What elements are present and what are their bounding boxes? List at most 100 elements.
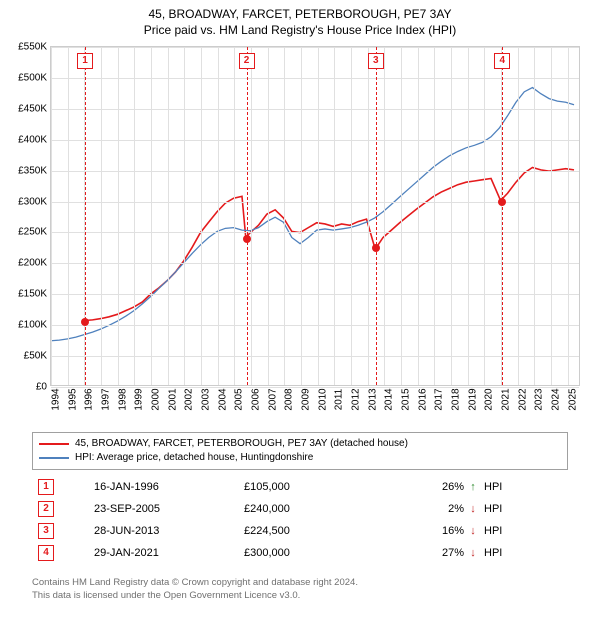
gridline-h xyxy=(51,325,579,326)
y-axis-label: £100K xyxy=(18,320,47,331)
event-date: 23-SEP-2005 xyxy=(54,503,244,515)
gridline-v xyxy=(234,47,235,385)
event-dot xyxy=(243,235,251,243)
gridline-v xyxy=(251,47,252,385)
gridline-v xyxy=(301,47,302,385)
event-date: 28-JUN-2013 xyxy=(54,525,244,537)
legend-swatch xyxy=(39,457,69,459)
gridline-h xyxy=(51,47,579,48)
gridline-v xyxy=(351,47,352,385)
gridline-v xyxy=(468,47,469,385)
event-line xyxy=(376,47,377,385)
y-axis-label: £150K xyxy=(18,289,47,300)
events-table: 116-JAN-1996£105,00026%↑HPI223-SEP-2005£… xyxy=(32,476,568,564)
gridline-v xyxy=(168,47,169,385)
legend-label: 45, BROADWAY, FARCET, PETERBOROUGH, PE7 … xyxy=(75,437,408,451)
legend-item: HPI: Average price, detached house, Hunt… xyxy=(39,451,561,465)
gridline-v xyxy=(318,47,319,385)
event-line xyxy=(502,47,503,385)
gridline-h xyxy=(51,140,579,141)
event-hpi-label: HPI xyxy=(482,547,568,559)
event-price: £105,000 xyxy=(244,481,364,493)
gridline-h xyxy=(51,171,579,172)
legend: 45, BROADWAY, FARCET, PETERBOROUGH, PE7 … xyxy=(32,432,568,470)
legend-label: HPI: Average price, detached house, Hunt… xyxy=(75,451,313,465)
event-marker: 2 xyxy=(239,53,255,69)
gridline-v xyxy=(334,47,335,385)
gridline-v xyxy=(134,47,135,385)
gridline-h xyxy=(51,109,579,110)
y-axis-label: £50K xyxy=(24,351,47,362)
footer-line1: Contains HM Land Registry data © Crown c… xyxy=(32,576,568,589)
line-chart-svg xyxy=(51,47,579,385)
page: 45, BROADWAY, FARCET, PETERBOROUGH, PE7 … xyxy=(0,0,600,620)
event-row: 429-JAN-2021£300,00027%↓HPI xyxy=(32,542,568,564)
gridline-v xyxy=(268,47,269,385)
event-percent: 2% xyxy=(364,503,464,515)
gridline-v xyxy=(218,47,219,385)
gridline-h xyxy=(51,232,579,233)
gridline-v xyxy=(201,47,202,385)
gridline-h xyxy=(51,356,579,357)
event-number: 2 xyxy=(38,501,54,517)
footer: Contains HM Land Registry data © Crown c… xyxy=(32,576,568,602)
y-axis-label: £300K xyxy=(18,196,47,207)
gridline-v xyxy=(484,47,485,385)
event-row: 116-JAN-1996£105,00026%↑HPI xyxy=(32,476,568,498)
event-percent: 16% xyxy=(364,525,464,537)
y-axis-label: £200K xyxy=(18,258,47,269)
event-hpi-label: HPI xyxy=(482,503,568,515)
event-dot xyxy=(81,318,89,326)
event-date: 29-JAN-2021 xyxy=(54,547,244,559)
event-line xyxy=(247,47,248,385)
gridline-v xyxy=(284,47,285,385)
series-hpi xyxy=(51,88,574,341)
gridline-h xyxy=(51,294,579,295)
arrow-down-icon: ↓ xyxy=(464,547,482,559)
y-axis-label: £250K xyxy=(18,227,47,238)
gridline-v xyxy=(401,47,402,385)
y-axis-label: £500K xyxy=(18,72,47,83)
gridline-h xyxy=(51,78,579,79)
event-marker: 3 xyxy=(368,53,384,69)
gridline-v xyxy=(418,47,419,385)
event-number: 4 xyxy=(38,545,54,561)
event-line xyxy=(85,47,86,385)
event-price: £240,000 xyxy=(244,503,364,515)
event-hpi-label: HPI xyxy=(482,481,568,493)
event-marker: 1 xyxy=(77,53,93,69)
y-axis-label: £350K xyxy=(18,165,47,176)
event-row: 328-JUN-2013£224,50016%↓HPI xyxy=(32,520,568,542)
chart: £0£50K£100K£150K£200K£250K£300K£350K£400… xyxy=(50,46,580,386)
gridline-v xyxy=(551,47,552,385)
y-axis-label: £550K xyxy=(18,42,47,53)
event-dot xyxy=(498,198,506,206)
gridline-v xyxy=(184,47,185,385)
gridline-v xyxy=(384,47,385,385)
y-axis-label: £450K xyxy=(18,103,47,114)
gridline-v xyxy=(51,47,52,385)
arrow-down-icon: ↓ xyxy=(464,525,482,537)
event-number: 1 xyxy=(38,479,54,495)
gridline-v xyxy=(101,47,102,385)
footer-line2: This data is licensed under the Open Gov… xyxy=(32,589,568,602)
gridline-v xyxy=(368,47,369,385)
event-percent: 27% xyxy=(364,547,464,559)
x-axis-label: 2025 xyxy=(557,388,578,410)
gridline-v xyxy=(568,47,569,385)
title-subtitle: Price paid vs. HM Land Registry's House … xyxy=(0,22,600,38)
legend-swatch xyxy=(39,443,69,445)
event-percent: 26% xyxy=(364,481,464,493)
event-number: 3 xyxy=(38,523,54,539)
event-dot xyxy=(372,244,380,252)
arrow-up-icon: ↑ xyxy=(464,481,482,493)
arrow-down-icon: ↓ xyxy=(464,503,482,515)
gridline-v xyxy=(451,47,452,385)
event-marker: 4 xyxy=(494,53,510,69)
title-address: 45, BROADWAY, FARCET, PETERBOROUGH, PE7 … xyxy=(0,6,600,22)
plot-area: £0£50K£100K£150K£200K£250K£300K£350K£400… xyxy=(50,46,580,386)
event-row: 223-SEP-2005£240,0002%↓HPI xyxy=(32,498,568,520)
gridline-v xyxy=(68,47,69,385)
event-date: 16-JAN-1996 xyxy=(54,481,244,493)
y-axis-label: £400K xyxy=(18,134,47,145)
